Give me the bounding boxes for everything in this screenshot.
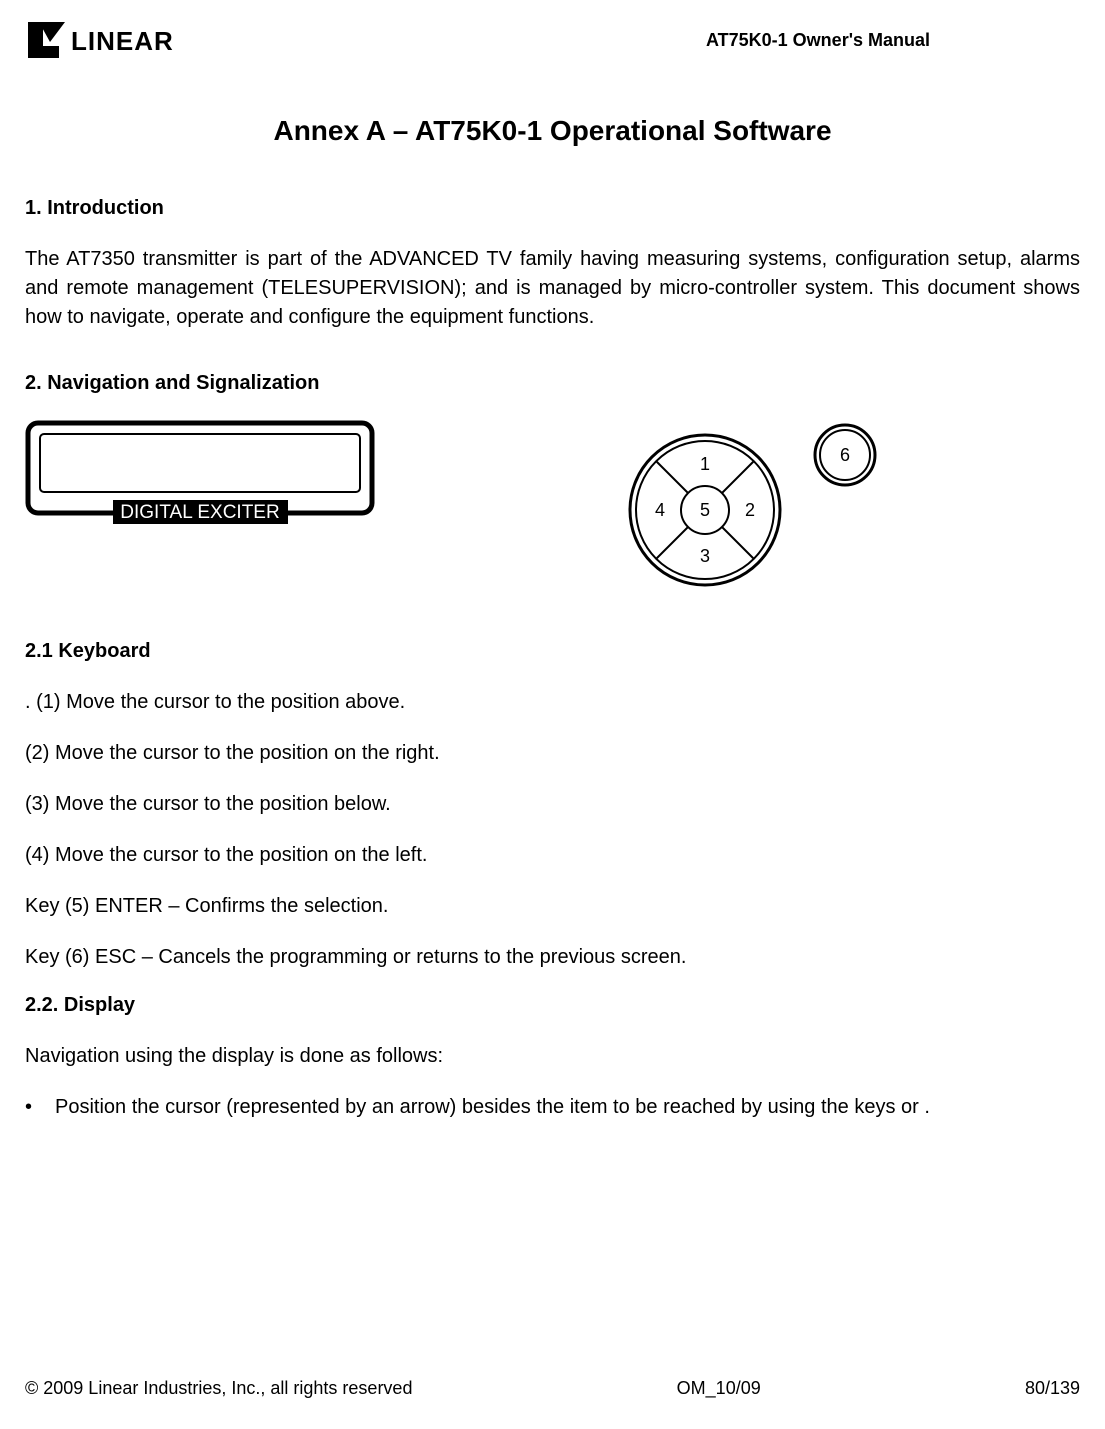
section-2-2-heading: 2.2. Display [25,994,1080,1017]
section-1-paragraph: The AT7350 transmitter is part of the AD… [25,245,1080,332]
key-desc-1: . (1) Move the cursor to the position ab… [25,688,1080,717]
footer-page-number: 80/139 [1025,1378,1080,1399]
linear-logo-icon: LINEAR [25,20,210,60]
keypad-label-5: 5 [700,500,710,520]
page: LINEAR AT75K0-1 Owner's Manual Annex A –… [0,0,1105,1429]
figures-row: DIGITAL EXCITER 1 2 3 4 [25,420,1080,605]
bullet-item: • Position the cursor (represented by an… [25,1093,1080,1122]
page-footer: © 2009 Linear Industries, Inc., all righ… [25,1378,1080,1399]
keypad-figure: 1 2 3 4 5 6 [605,420,915,605]
key-desc-5: Key (5) ENTER – Confirms the selection. [25,892,1080,921]
brand-logo: LINEAR [25,20,210,60]
header-doc-title: AT75K0-1 Owner's Manual [706,30,930,51]
key-desc-3: (3) Move the cursor to the position belo… [25,790,1080,819]
section-2-1-heading: 2.1 Keyboard [25,640,1080,663]
page-title: Annex A – AT75K0-1 Operational Software [25,115,1080,147]
keypad-label-1: 1 [700,454,710,474]
section-2-heading: 2. Navigation and Signalization [25,372,1080,395]
key-desc-4: (4) Move the cursor to the position on t… [25,841,1080,870]
keypad-label-6: 6 [840,445,850,465]
page-header: LINEAR AT75K0-1 Owner's Manual [25,20,1080,60]
section-2-2-paragraph: Navigation using the display is done as … [25,1042,1080,1071]
lcd-label: DIGITAL EXCITER [120,502,279,523]
lcd-figure: DIGITAL EXCITER [25,420,375,535]
section-1-heading: 1. Introduction [25,197,1080,220]
keypad-label-4: 4 [655,500,665,520]
key-desc-6: Key (6) ESC – Cancels the programming or… [25,943,1080,972]
footer-copyright: © 2009 Linear Industries, Inc., all righ… [25,1378,412,1399]
keypad-label-2: 2 [745,500,755,520]
bullet-text: Position the cursor (represented by an a… [55,1093,930,1122]
bullet-icon: • [25,1093,55,1122]
key-desc-2: (2) Move the cursor to the position on t… [25,739,1080,768]
keypad-label-3: 3 [700,546,710,566]
footer-doc-code: OM_10/09 [677,1378,761,1399]
logo-text: LINEAR [71,26,174,56]
